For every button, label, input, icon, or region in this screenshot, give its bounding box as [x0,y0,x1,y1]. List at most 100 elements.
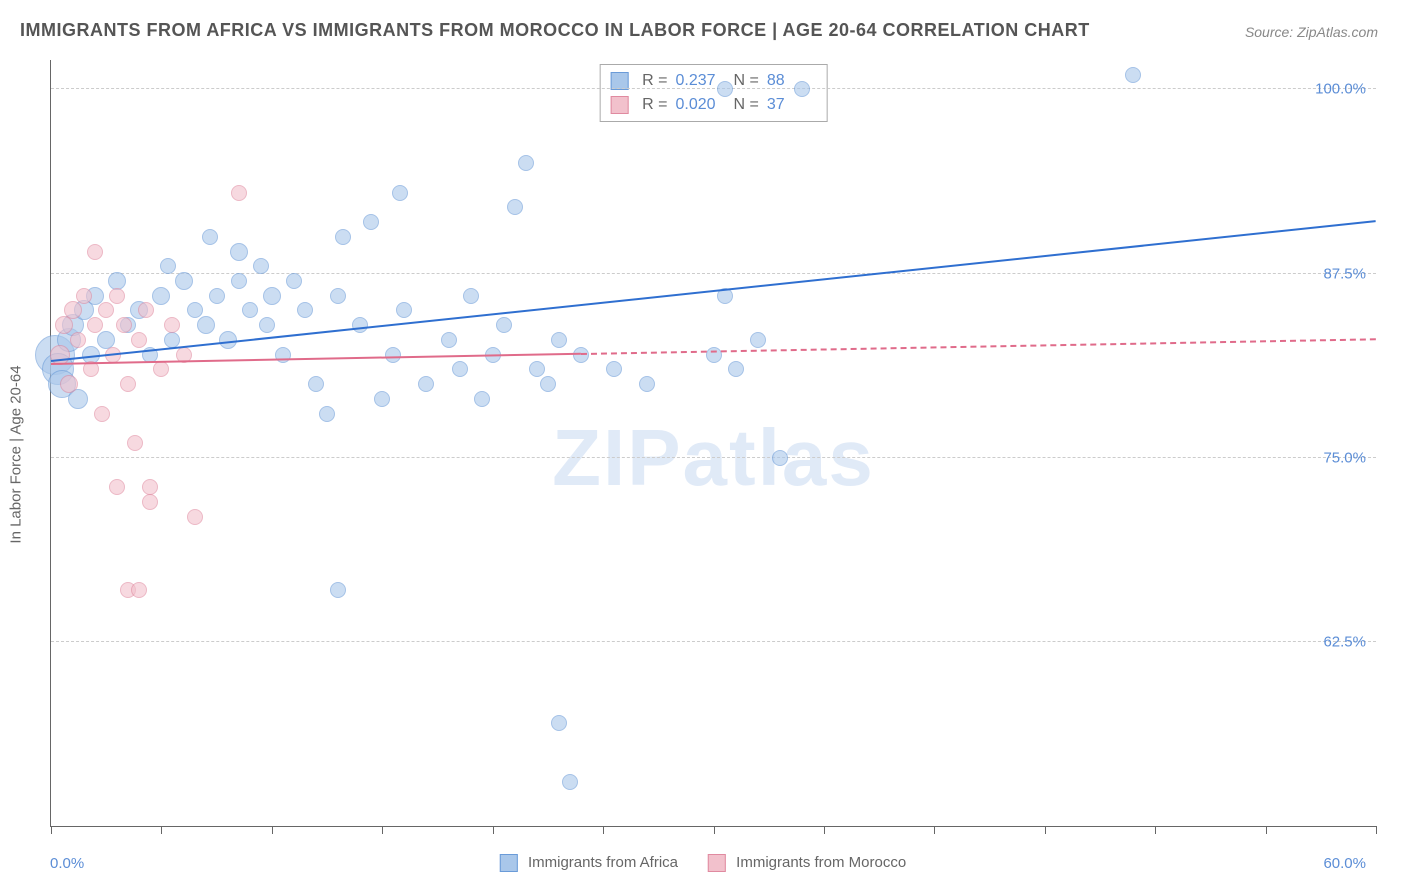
xtick [824,826,825,834]
y-axis-label: In Labor Force | Age 20-64 [8,365,25,543]
swatch-morocco [610,96,628,114]
gridline [51,88,1376,89]
data-point [231,273,247,289]
legend-correlation: R = 0.237 N = 88 R = 0.020 N = 37 [599,64,828,122]
data-point [463,288,479,304]
xtick [1155,826,1156,834]
data-point [540,376,556,392]
chart-container: IMMIGRANTS FROM AFRICA VS IMMIGRANTS FRO… [0,0,1406,892]
data-point [109,288,125,304]
data-point [152,287,170,305]
ytick-label: 75.0% [1323,449,1366,466]
gridline [51,641,1376,642]
data-point [374,391,390,407]
data-point [202,229,218,245]
data-point [335,229,351,245]
data-point [308,376,324,392]
xtick [714,826,715,834]
xtick [934,826,935,834]
gridline [51,273,1376,274]
data-point [496,317,512,333]
data-point [109,479,125,495]
swatch-morocco-bottom [708,854,726,872]
xtick [51,826,52,834]
legend-item-morocco: Immigrants from Morocco [708,854,906,872]
watermark: ZIPatlas [552,412,875,504]
source-label: Source: ZipAtlas.com [1245,24,1378,40]
data-point [1125,67,1141,83]
data-point [385,347,401,363]
data-point [153,361,169,377]
xtick [1376,826,1377,834]
data-point [76,288,92,304]
data-point [728,361,744,377]
x-axis-max: 60.0% [1323,855,1366,872]
data-point [418,376,434,392]
data-point [259,317,275,333]
legend-bottom: Immigrants from Africa Immigrants from M… [500,854,906,872]
ytick-label: 100.0% [1315,81,1366,98]
xtick [382,826,383,834]
data-point [551,715,567,731]
data-point [474,391,490,407]
chart-title: IMMIGRANTS FROM AFRICA VS IMMIGRANTS FRO… [20,20,1090,41]
data-point [187,302,203,318]
xtick [272,826,273,834]
data-point [794,81,810,97]
xtick [1045,826,1046,834]
data-point [286,273,302,289]
data-point [363,214,379,230]
data-point [750,332,766,348]
data-point [452,361,468,377]
data-point [116,317,132,333]
data-point [131,332,147,348]
ytick-label: 87.5% [1323,265,1366,282]
data-point [175,272,193,290]
swatch-africa-bottom [500,854,518,872]
data-point [396,302,412,318]
data-point [352,317,368,333]
data-point [131,582,147,598]
data-point [529,361,545,377]
data-point [263,287,281,305]
trend-line [51,353,581,365]
data-point [441,332,457,348]
swatch-africa [610,72,628,90]
x-axis-min: 0.0% [50,855,84,872]
data-point [60,375,78,393]
data-point [160,258,176,274]
data-point [639,376,655,392]
data-point [330,288,346,304]
data-point [319,406,335,422]
trend-line-extension [581,338,1376,355]
data-point [98,302,114,318]
data-point [64,301,82,319]
data-point [230,243,248,261]
data-point [253,258,269,274]
data-point [87,244,103,260]
data-point [197,316,215,334]
data-point [706,347,722,363]
data-point [330,582,346,598]
trend-line [51,220,1376,362]
gridline [51,457,1376,458]
data-point [242,302,258,318]
data-point [518,155,534,171]
data-point [231,185,247,201]
legend-item-africa: Immigrants from Africa [500,854,678,872]
data-point [127,435,143,451]
xtick [161,826,162,834]
data-point [142,479,158,495]
xtick [1266,826,1267,834]
data-point [772,450,788,466]
ytick-label: 62.5% [1323,633,1366,650]
data-point [94,406,110,422]
data-point [606,361,622,377]
data-point [138,302,154,318]
data-point [187,509,203,525]
legend-row-morocco: R = 0.020 N = 37 [610,93,817,117]
data-point [70,332,86,348]
data-point [164,317,180,333]
xtick [493,826,494,834]
data-point [209,288,225,304]
